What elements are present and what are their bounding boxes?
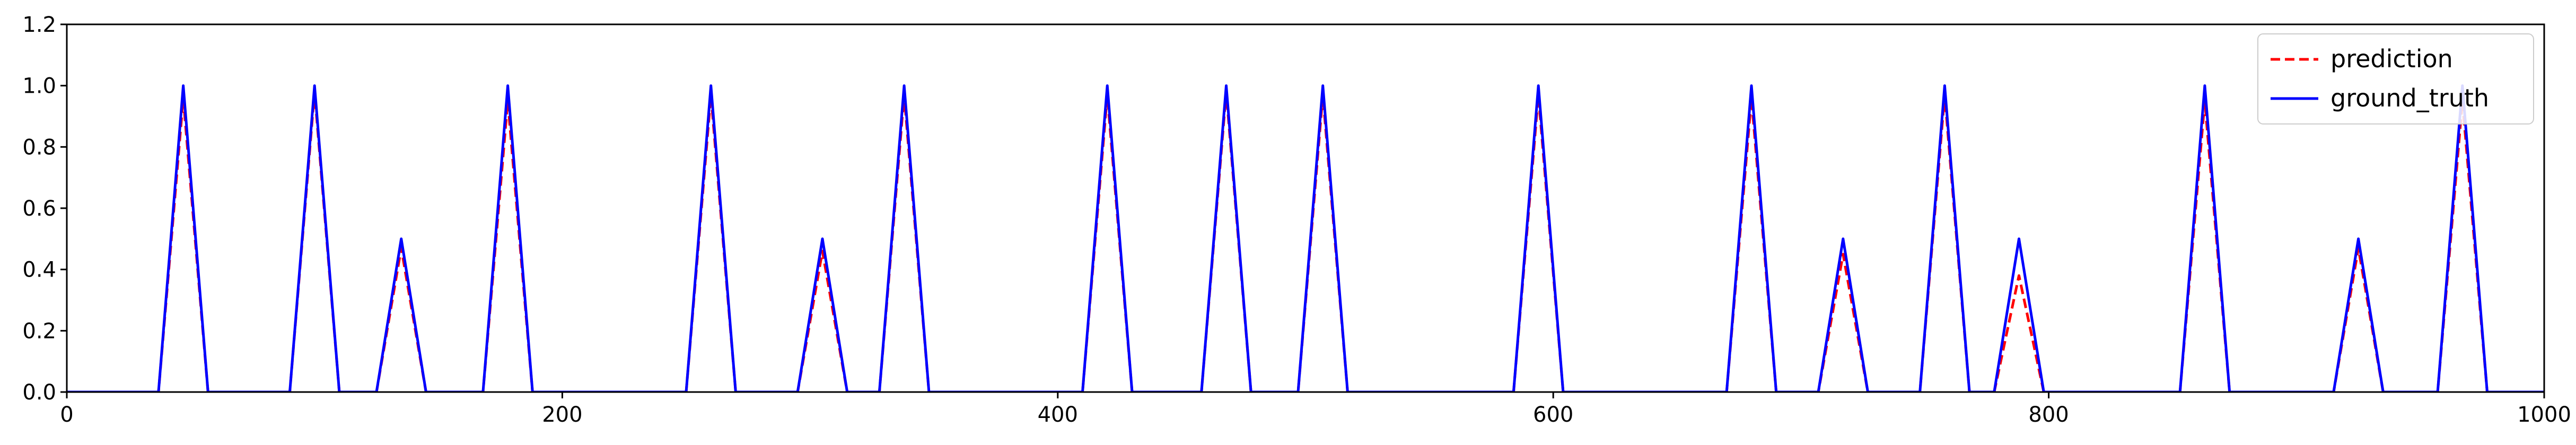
y-axis: 0.0 0.2 0.4 0.6 0.8 1.0 1.2 [22, 13, 67, 405]
plot-frame [66, 23, 2545, 393]
y-tick-label: 0.4 [22, 258, 56, 282]
y-tick-label: 0.8 [22, 135, 56, 159]
y-tick-label: 1.2 [22, 13, 56, 37]
x-tick-label: 400 [1038, 403, 1078, 427]
y-tick-label: 0.6 [22, 197, 56, 221]
y-tick-label: 0.2 [22, 319, 56, 343]
x-axis: 0 200 400 600 800 1000 [60, 392, 2571, 427]
series-line-ground-truth [67, 84, 2544, 392]
legend: prediction ground_truth [2257, 33, 2534, 124]
x-tick-label: 1000 [2517, 403, 2571, 427]
y-tick-label: 0.0 [22, 380, 56, 405]
x-tick-label: 0 [60, 403, 73, 427]
y-tick-label: 1.0 [22, 74, 56, 99]
x-tick-label: 600 [1533, 403, 1573, 427]
x-tick-label: 200 [542, 403, 582, 427]
legend-box [2257, 33, 2534, 124]
series-line-prediction [67, 90, 2544, 392]
x-tick-label: 800 [2028, 403, 2069, 427]
legend-label-ground-truth: ground_truth [2330, 84, 2489, 112]
legend-label-prediction: prediction [2330, 44, 2453, 73]
